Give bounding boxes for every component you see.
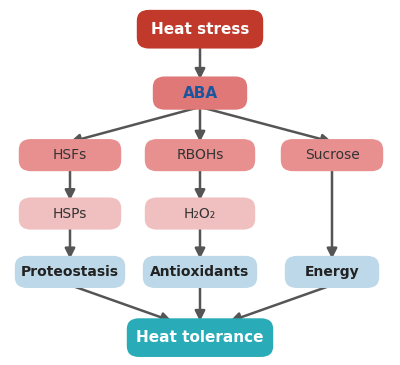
FancyBboxPatch shape: [143, 256, 257, 288]
FancyBboxPatch shape: [15, 256, 125, 288]
FancyBboxPatch shape: [19, 139, 121, 171]
Text: Heat stress: Heat stress: [151, 22, 249, 37]
FancyBboxPatch shape: [19, 197, 121, 230]
Text: HSPs: HSPs: [53, 207, 87, 220]
FancyBboxPatch shape: [127, 318, 273, 357]
Text: Heat tolerance: Heat tolerance: [136, 330, 264, 345]
Text: HSFs: HSFs: [53, 148, 87, 162]
FancyBboxPatch shape: [153, 77, 247, 110]
Text: Sucrose: Sucrose: [305, 148, 359, 162]
Text: Energy: Energy: [305, 265, 359, 279]
FancyBboxPatch shape: [281, 139, 383, 171]
FancyBboxPatch shape: [285, 256, 379, 288]
FancyBboxPatch shape: [145, 139, 255, 171]
Text: H₂O₂: H₂O₂: [184, 207, 216, 220]
FancyBboxPatch shape: [145, 197, 255, 230]
Text: RBOHs: RBOHs: [176, 148, 224, 162]
Text: Antioxidants: Antioxidants: [150, 265, 250, 279]
FancyBboxPatch shape: [137, 10, 263, 49]
Text: ABA: ABA: [182, 85, 218, 101]
Text: Proteostasis: Proteostasis: [21, 265, 119, 279]
